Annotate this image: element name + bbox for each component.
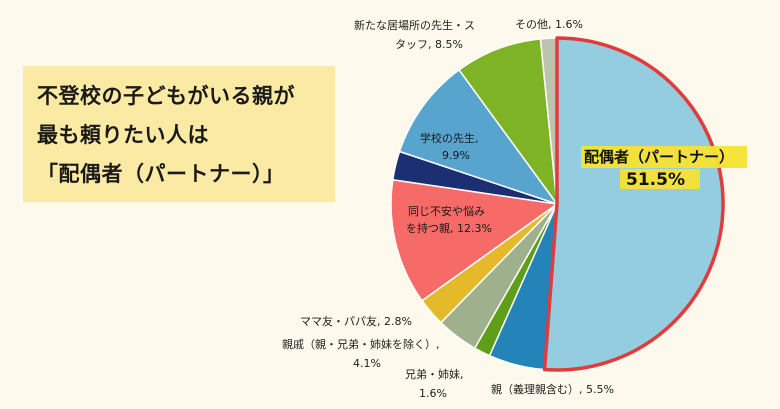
label-other: その他, 1.6% [515,18,583,31]
title-line-2: 最も頼りたい人は [37,123,209,147]
label-teacher-2: 9.9% [442,149,470,162]
main-slice-value: 51.5% [626,170,685,190]
label-mamatomo: ママ友・パパ友, 2.8% [300,314,412,328]
pie-slice-8 [458,38,559,207]
label-parent: 親（義理親含む）, 5.5% [491,382,614,396]
pie-slice-5 [390,178,559,302]
pie-slice-7 [398,68,559,206]
label-relative-2: 4.1% [353,357,381,370]
title-line-1: 不登校の子どもがいる親が [37,84,295,108]
title-box: 不登校の子どもがいる親が 最も頼りたい人は 「配偶者（パートナー）」 [23,66,335,202]
label-sibling-2: 1.6% [419,387,447,400]
title-line-3: 「配偶者（パートナー）」 [37,162,285,186]
label-same-parent-1: 同じ不安や悩み [408,204,485,218]
label-staff-1: 新たな居場所の先生・ス [354,18,475,32]
pie-slice-highlight-outline [542,36,725,372]
label-same-parent-2: を持つ親, 12.3% [406,221,492,235]
label-relative-1: 親戚（親・兄弟・姉妹を除く）, [282,337,440,351]
label-sibling-1: 兄弟・姉妹, [405,367,464,381]
pie-slice-0 [543,37,724,371]
main-value-highlight [620,169,700,189]
main-label-highlight [581,146,747,168]
label-staff-2: タッフ, 8.5% [395,38,463,51]
label-teacher-1: 学校の先生, [420,131,479,145]
main-slice-name: 配偶者（パートナー） [584,148,734,166]
